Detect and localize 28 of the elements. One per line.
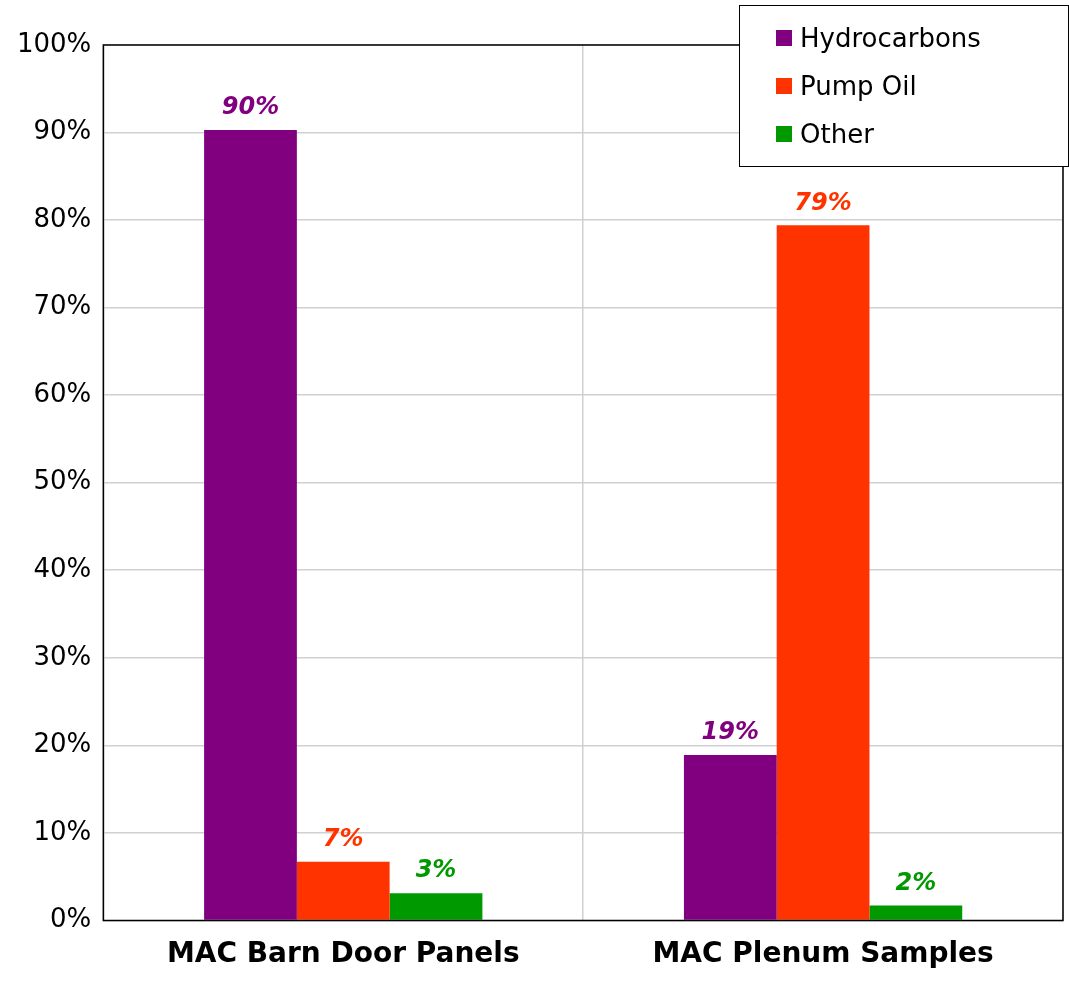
data-label: 3%: [415, 855, 457, 884]
y-tick-label: 100%: [16, 27, 92, 58]
y-tick-label: 30%: [33, 640, 92, 671]
bar: [869, 905, 963, 920]
data-label: 19%: [701, 717, 760, 746]
bar: [776, 225, 870, 920]
legend-label: Hydrocarbons: [800, 22, 981, 55]
bar: [683, 754, 777, 920]
x-tick-label: MAC Barn Door Panels: [166, 936, 520, 970]
data-label: 2%: [895, 867, 937, 896]
y-tick-label: 20%: [33, 728, 92, 759]
y-tick-label: 70%: [33, 290, 92, 321]
y-tick-label: 0%: [50, 903, 92, 934]
y-tick-label: 10%: [33, 815, 92, 846]
y-tick-label: 40%: [33, 552, 92, 583]
legend-label: Other: [800, 118, 874, 151]
data-label: 90%: [221, 92, 280, 121]
y-tick-label: 50%: [33, 465, 92, 496]
bar: [296, 861, 390, 920]
y-tick-label: 90%: [33, 115, 92, 146]
legend-label: Pump Oil: [800, 70, 917, 103]
y-tick-label: 60%: [33, 377, 92, 408]
x-tick-label: MAC Plenum Samples: [652, 936, 994, 970]
y-tick-label: 80%: [33, 202, 92, 233]
bar: [389, 893, 483, 920]
data-label: 79%: [794, 187, 852, 216]
bar: [204, 129, 297, 920]
data-label: 7%: [322, 823, 364, 852]
